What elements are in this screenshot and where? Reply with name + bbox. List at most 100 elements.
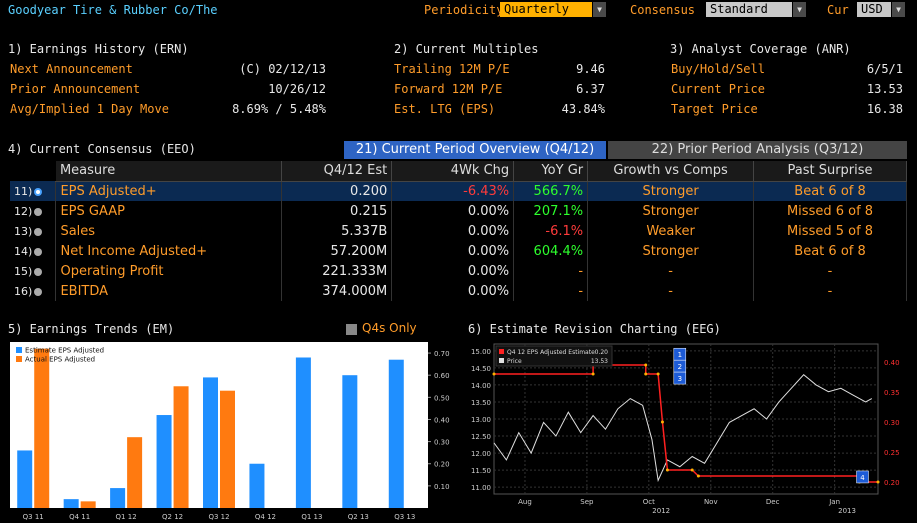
y-tick-label: 0.70 xyxy=(434,350,450,358)
anr-value-2: 16.38 xyxy=(866,102,903,116)
plot-background xyxy=(10,342,428,508)
legend-swatch xyxy=(499,349,504,354)
em-title[interactable]: 5) Earnings Trends (EM) xyxy=(8,322,175,336)
currency-select[interactable]: USD xyxy=(857,2,891,17)
bar-estimate xyxy=(156,415,172,508)
x-tick-label: Sep xyxy=(580,498,594,506)
col-growth-vs-comps[interactable]: Growth vs Comps xyxy=(587,161,755,182)
event-marker-label: 2 xyxy=(678,363,682,371)
table-row[interactable]: 16) EBITDA 374.000M 0.00% - - - xyxy=(10,281,907,301)
radio-icon[interactable] xyxy=(34,187,43,196)
table-row[interactable]: 11) EPS Adjusted+ 0.200 -6.43% 566.7% Stronge… xyxy=(10,181,907,201)
bar-estimate xyxy=(17,450,33,508)
row-select-cell: 16) xyxy=(10,281,57,301)
estimate-revision-chart: 11.00 11.50 12.00 12.50 13.00 13.50 14.00 14.50… xyxy=(471,343,900,515)
legend-label: Actual EPS Adjusted xyxy=(25,356,95,364)
event-marker xyxy=(673,371,687,385)
row-yoy-gr: 566.7% xyxy=(513,181,589,201)
periodicity-select[interactable]: Quarterly xyxy=(500,2,592,17)
estimate-point xyxy=(665,468,669,472)
y-tick-label: 0.10 xyxy=(434,483,450,491)
tab-current-period[interactable]: 21) Current Period Overview (Q4/12) xyxy=(344,141,606,159)
legend-value: 0.20 xyxy=(595,349,609,356)
col-estimate[interactable]: Q4/12 Est xyxy=(281,161,393,182)
row-estimate: 5.337B xyxy=(281,221,393,241)
row-estimate: 0.200 xyxy=(281,181,393,201)
x-tick-label: Q3 12 xyxy=(208,513,229,521)
left-tick-label: 11.00 xyxy=(471,484,491,492)
x-tick-label: Q1 12 xyxy=(116,513,137,521)
consensus-dropdown-icon[interactable]: ▼ xyxy=(793,2,806,17)
x-tick-label: Oct xyxy=(643,498,655,506)
event-marker-label: 1 xyxy=(678,351,682,359)
y-tick-label: 0.40 xyxy=(434,416,450,424)
estimate-point xyxy=(696,474,700,478)
col-past-surprise[interactable]: Past Surprise xyxy=(753,161,907,182)
event-marker xyxy=(856,470,869,484)
estimate-point xyxy=(690,468,694,472)
anr-value-1: 13.53 xyxy=(866,82,903,96)
row-select-cell: 13) xyxy=(10,221,57,241)
radio-icon[interactable] xyxy=(34,267,43,276)
row-4wk-chg: 0.00% xyxy=(391,201,515,221)
header-spacer xyxy=(10,161,56,181)
left-tick-label: 11.50 xyxy=(471,467,491,475)
col-measure[interactable]: Measure xyxy=(55,161,283,182)
radio-icon[interactable] xyxy=(34,207,43,216)
legend-swatch xyxy=(499,358,504,363)
eeo-title[interactable]: 4) Current Consensus (EEO) xyxy=(8,142,196,156)
table-row[interactable]: 14) Net Income Adjusted+ 57.200M 0.00% 604.4… xyxy=(10,241,907,261)
row-growth-vs-comps: Stronger xyxy=(587,181,755,201)
currency-dropdown-icon[interactable]: ▼ xyxy=(892,2,905,17)
periodicity-dropdown-icon[interactable]: ▼ xyxy=(593,2,606,17)
multiples-title: 2) Current Multiples xyxy=(394,42,539,56)
row-growth-vs-comps: - xyxy=(587,281,755,301)
legend-background xyxy=(495,345,613,367)
radio-icon[interactable] xyxy=(34,287,43,296)
row-4wk-chg: 0.00% xyxy=(391,221,515,241)
estimate-point xyxy=(644,372,648,376)
table-row[interactable]: 12) EPS GAAP 0.215 0.00% 207.1% Stronger Misse… xyxy=(10,201,907,221)
col-yoy-gr[interactable]: YoY Gr xyxy=(513,161,589,182)
ern-label-1: Prior Announcement xyxy=(10,82,141,96)
legend-value: 13.53 xyxy=(591,358,608,365)
anr-title[interactable]: 3) Analyst Coverage (ANR) xyxy=(670,42,851,56)
estimate-point xyxy=(660,420,664,424)
left-tick-label: 12.50 xyxy=(471,433,491,441)
consensus-label: Consensus xyxy=(630,3,696,17)
radio-icon[interactable] xyxy=(34,227,43,236)
row-past-surprise: Missed 5 of 8 xyxy=(753,221,907,241)
left-tick-label: 13.50 xyxy=(471,399,491,407)
x-tick-label: Dec xyxy=(766,498,780,506)
consensus-select[interactable]: Standard xyxy=(706,2,792,17)
radio-icon[interactable] xyxy=(34,247,43,256)
row-number: 14) xyxy=(14,244,33,258)
row-number: 15) xyxy=(14,264,33,278)
multiples-value-0: 9.46 xyxy=(576,62,605,76)
bar-actual xyxy=(34,348,50,508)
row-4wk-chg: 0.00% xyxy=(391,261,515,281)
security-name: Goodyear Tire & Rubber Co/The xyxy=(8,3,218,17)
earnings-trends-chart: 0.10 0.20 0.30 0.40 0.50 0.60 0.70 Q3 11 Q4 11 Q1… xyxy=(10,342,450,521)
estimate-point xyxy=(876,480,880,484)
multiples-label-1: Forward 12M P/E xyxy=(394,82,503,96)
col-4wk-chg[interactable]: 4Wk Chg xyxy=(391,161,515,182)
ern-title[interactable]: 1) Earnings History (ERN) xyxy=(8,42,189,56)
periodicity-label: Periodicity xyxy=(424,3,504,17)
price-series-line xyxy=(493,373,873,483)
row-measure: Operating Profit xyxy=(55,261,283,281)
q4s-only-checkbox[interactable] xyxy=(346,324,357,335)
table-row[interactable]: 15) Operating Profit 221.333M 0.00% - - - xyxy=(10,261,907,281)
tab-prior-period[interactable]: 22) Prior Period Analysis (Q3/12) xyxy=(608,141,907,159)
legend-swatch xyxy=(16,356,22,362)
multiples-label-0: Trailing 12M P/E xyxy=(394,62,510,76)
bar-estimate xyxy=(249,463,265,508)
row-number: 16) xyxy=(14,284,33,298)
table-row[interactable]: 13) Sales 5.337B 0.00% -6.1% Weaker Missed 5 o… xyxy=(10,221,907,241)
eeg-title[interactable]: 6) Estimate Revision Charting (EEG) xyxy=(468,322,721,336)
row-number: 12) xyxy=(14,204,33,218)
right-tick-label: 0.35 xyxy=(884,389,900,397)
row-yoy-gr: 604.4% xyxy=(513,241,589,261)
q4s-only-label[interactable]: Q4s Only xyxy=(362,321,417,335)
